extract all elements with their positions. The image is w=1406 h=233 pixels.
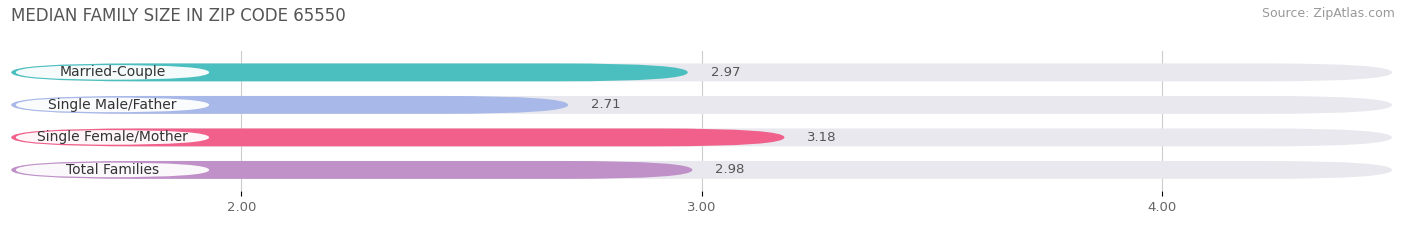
FancyBboxPatch shape (11, 161, 1392, 179)
Text: Single Male/Father: Single Male/Father (48, 98, 177, 112)
FancyBboxPatch shape (11, 63, 688, 81)
FancyBboxPatch shape (11, 161, 692, 179)
FancyBboxPatch shape (11, 128, 1392, 146)
FancyBboxPatch shape (15, 65, 209, 80)
Text: Total Families: Total Families (66, 163, 159, 177)
FancyBboxPatch shape (11, 63, 1392, 81)
Text: 2.71: 2.71 (591, 98, 621, 111)
Text: Source: ZipAtlas.com: Source: ZipAtlas.com (1261, 7, 1395, 20)
Text: 2.98: 2.98 (716, 163, 745, 176)
Text: 2.97: 2.97 (711, 66, 741, 79)
Text: MEDIAN FAMILY SIZE IN ZIP CODE 65550: MEDIAN FAMILY SIZE IN ZIP CODE 65550 (11, 7, 346, 25)
Text: Married-Couple: Married-Couple (59, 65, 166, 79)
FancyBboxPatch shape (11, 96, 1392, 114)
Text: Single Female/Mother: Single Female/Mother (37, 130, 188, 144)
FancyBboxPatch shape (11, 128, 785, 146)
Text: 3.18: 3.18 (807, 131, 837, 144)
FancyBboxPatch shape (11, 96, 568, 114)
FancyBboxPatch shape (15, 98, 209, 112)
FancyBboxPatch shape (15, 130, 209, 145)
FancyBboxPatch shape (15, 163, 209, 177)
